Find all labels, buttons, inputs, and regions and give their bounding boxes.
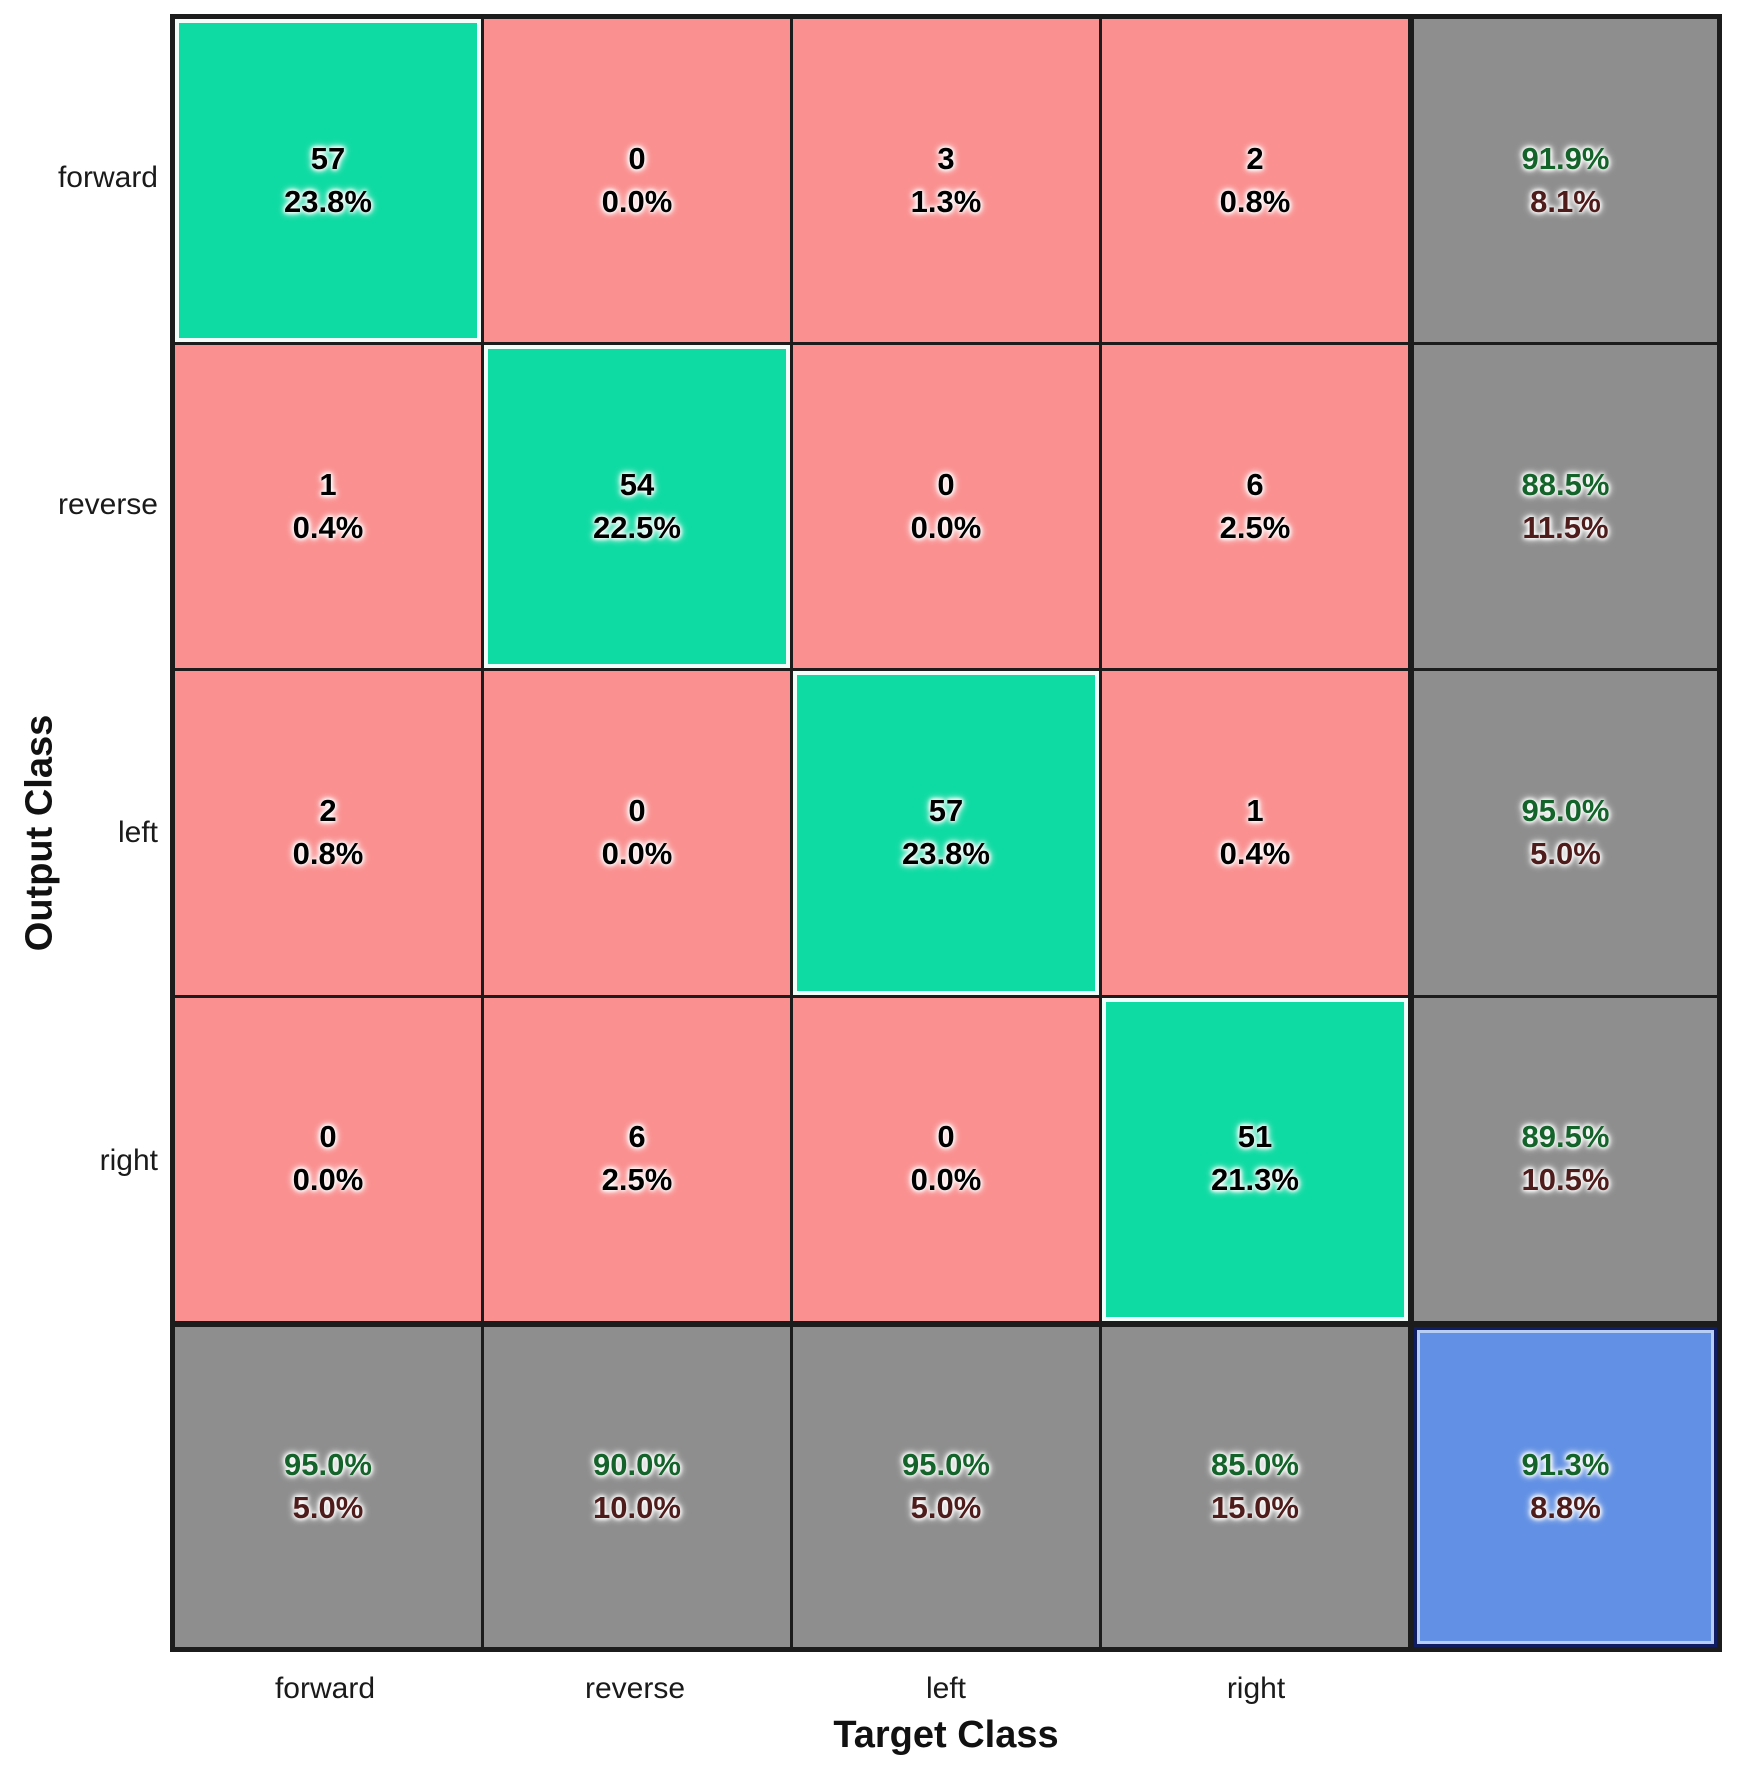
cell-row-summary-right: 89.5% 10.5%	[1411, 997, 1717, 1321]
cell-percent-or-bad-percent: 5.0%	[292, 1489, 364, 1525]
cell-count-or-good-percent: 6	[1246, 467, 1264, 503]
cell-reverse-left: 0 0.0%	[793, 345, 1099, 669]
row-tick-right: right	[99, 1144, 158, 1177]
cell-percent-or-bad-percent: 2.5%	[1219, 509, 1291, 545]
cell-count-or-good-percent: 91.9%	[1521, 140, 1610, 176]
cell-percent-or-bad-percent: 15.0%	[1211, 1489, 1299, 1525]
cell-percent-or-bad-percent: 5.0%	[910, 1489, 982, 1525]
cell-percent-or-bad-percent: 0.0%	[601, 835, 673, 871]
cell-overall-accuracy: 91.3% 8.8%	[1411, 1323, 1717, 1647]
cell-percent-or-bad-percent: 22.5%	[593, 509, 681, 545]
cell-reverse-reverse: 54 22.5%	[484, 345, 790, 669]
cell-count-or-good-percent: 1	[1246, 793, 1264, 829]
cell-count-or-good-percent: 0	[628, 793, 646, 829]
cell-count-or-good-percent: 57	[928, 793, 964, 829]
cell-percent-or-bad-percent: 8.1%	[1530, 183, 1601, 219]
row-tick-reverse: reverse	[57, 488, 158, 521]
cell-percent-or-bad-percent: 8.8%	[1530, 1489, 1601, 1525]
cell-count-or-good-percent: 54	[619, 467, 655, 503]
cell-count-or-good-percent: 95.0%	[1521, 793, 1610, 829]
cell-forward-forward: 57 23.8%	[175, 19, 481, 343]
cell-percent-or-bad-percent: 0.0%	[292, 1162, 364, 1198]
cell-row-summary-reverse: 88.5% 11.5%	[1411, 345, 1717, 669]
cell-count-or-good-percent: 57	[310, 140, 346, 176]
cell-count-or-good-percent: 51	[1237, 1119, 1273, 1155]
cell-count-or-good-percent: 95.0%	[284, 1447, 372, 1483]
cell-percent-or-bad-percent: 0.8%	[1219, 183, 1291, 219]
cell-count-or-good-percent: 0	[628, 140, 646, 176]
cell-count-or-good-percent: 0	[937, 1119, 955, 1155]
cell-percent-or-bad-percent: 21.3%	[1211, 1162, 1299, 1198]
cell-count-or-good-percent: 2	[1246, 140, 1264, 176]
cell-count-or-good-percent: 91.3%	[1521, 1447, 1610, 1483]
cell-percent-or-bad-percent: 0.0%	[601, 183, 673, 219]
cell-percent-or-bad-percent: 10.5%	[1521, 1162, 1610, 1198]
row-tick-left: left	[117, 816, 158, 849]
cell-count-or-good-percent: 0	[937, 467, 955, 503]
cell-left-reverse: 0 0.0%	[484, 671, 790, 995]
cell-count-or-good-percent: 2	[319, 793, 337, 829]
cell-percent-or-bad-percent: 2.5%	[601, 1162, 673, 1198]
col-tick-forward: forward	[274, 1672, 376, 1705]
cell-col-summary-right: 85.0% 15.0%	[1102, 1323, 1408, 1647]
cell-count-or-good-percent: 89.5%	[1521, 1119, 1610, 1155]
col-tick-left: left	[925, 1672, 967, 1705]
cell-reverse-right: 6 2.5%	[1102, 345, 1408, 669]
cell-left-left: 57 23.8%	[793, 671, 1099, 995]
cell-percent-or-bad-percent: 0.0%	[910, 1162, 982, 1198]
cell-left-forward: 2 0.8%	[175, 671, 481, 995]
cell-right-left: 0 0.0%	[793, 997, 1099, 1321]
cell-percent-or-bad-percent: 0.8%	[292, 835, 364, 871]
cell-count-or-good-percent: 0	[319, 1119, 337, 1155]
cell-percent-or-bad-percent: 10.0%	[593, 1489, 681, 1525]
cell-col-summary-left: 95.0% 5.0%	[793, 1323, 1099, 1647]
col-tick-right: right	[1226, 1672, 1286, 1705]
cell-col-summary-forward: 95.0% 5.0%	[175, 1323, 481, 1647]
confusion-matrix-grid: 57 23.8% 0 0.0% 3 1.3% 2 0.8% 91.9% 8.1% 1 0.4% 54 22…	[170, 14, 1722, 1652]
cell-forward-left: 3 1.3%	[793, 19, 1099, 343]
cell-count-or-good-percent: 85.0%	[1211, 1447, 1299, 1483]
col-tick-reverse: reverse	[584, 1672, 686, 1705]
cell-count-or-good-percent: 90.0%	[593, 1447, 681, 1483]
cell-col-summary-reverse: 90.0% 10.0%	[484, 1323, 790, 1647]
cell-percent-or-bad-percent: 11.5%	[1522, 509, 1609, 545]
cell-reverse-forward: 1 0.4%	[175, 345, 481, 669]
cell-right-forward: 0 0.0%	[175, 997, 481, 1321]
cell-count-or-good-percent: 3	[937, 140, 955, 176]
cell-row-summary-forward: 91.9% 8.1%	[1411, 19, 1717, 343]
cell-left-right: 1 0.4%	[1102, 671, 1408, 995]
cell-percent-or-bad-percent: 5.0%	[1530, 835, 1601, 871]
cell-count-or-good-percent: 6	[628, 1119, 646, 1155]
cell-forward-right: 2 0.8%	[1102, 19, 1408, 343]
cell-percent-or-bad-percent: 23.8%	[284, 183, 372, 219]
cell-percent-or-bad-percent: 23.8%	[902, 835, 990, 871]
cell-count-or-good-percent: 88.5%	[1521, 467, 1610, 503]
cell-forward-reverse: 0 0.0%	[484, 19, 790, 343]
row-tick-forward: forward	[57, 161, 158, 194]
cell-right-right: 51 21.3%	[1102, 997, 1408, 1321]
cell-row-summary-left: 95.0% 5.0%	[1411, 671, 1717, 995]
cell-percent-or-bad-percent: 0.4%	[292, 509, 364, 545]
cell-percent-or-bad-percent: 0.0%	[910, 509, 982, 545]
cell-count-or-good-percent: 95.0%	[902, 1447, 990, 1483]
cell-count-or-good-percent: 1	[319, 467, 337, 503]
cell-right-reverse: 6 2.5%	[484, 997, 790, 1321]
x-axis-title: Target Class	[833, 1714, 1059, 1756]
cell-percent-or-bad-percent: 1.3%	[910, 183, 982, 219]
cell-percent-or-bad-percent: 0.4%	[1219, 835, 1291, 871]
